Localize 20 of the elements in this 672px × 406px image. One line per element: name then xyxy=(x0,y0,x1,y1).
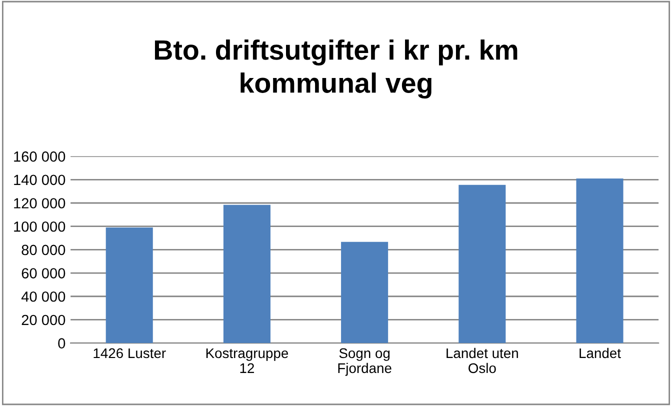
bar xyxy=(458,184,506,344)
bar xyxy=(106,228,153,344)
y-tick-label: 120 000 xyxy=(14,198,66,208)
y-tick-label: 160 000 xyxy=(14,151,66,162)
x-tick-label: Landet uten Oslo xyxy=(446,348,518,374)
x-tick-label: Kostragruppe 12 xyxy=(206,348,288,373)
y-tick-label: 20 000 xyxy=(22,314,66,326)
y-tick-label: 140 000 xyxy=(14,174,66,186)
y-tick-label: 40 000 xyxy=(21,291,66,302)
bar xyxy=(341,242,388,344)
y-tick-label: 0 xyxy=(58,338,66,348)
bar xyxy=(223,204,270,344)
x-tick-label: Sogn og Fjordane xyxy=(338,348,392,376)
chart-title: Bto. driftsutgifter i kr pr. km kommunal veg xyxy=(154,39,518,99)
y-tick-label: 80 000 xyxy=(22,244,66,256)
x-tick-label: Landet xyxy=(580,348,621,358)
y-tick-label: 100 000 xyxy=(14,221,66,232)
bar xyxy=(576,178,624,344)
y-tick-label: 60 000 xyxy=(22,268,66,278)
x-tick-label: 1426 Luster xyxy=(94,348,166,358)
